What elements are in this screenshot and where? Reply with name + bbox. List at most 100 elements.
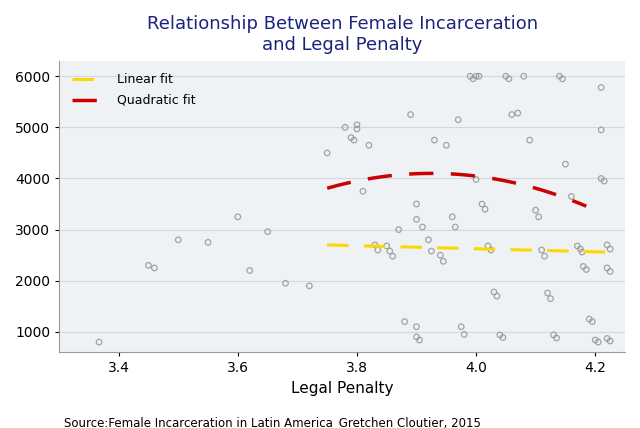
- Point: [577, 249, 588, 256]
- Point: [518, 73, 529, 80]
- Point: [545, 295, 556, 302]
- Quadratic fit: [323, 186, 331, 191]
- Text: Source:Female Incarceration in Latin America_Gretchen Cloutier, 2015: Source:Female Incarceration in Latin Ame…: [64, 416, 481, 428]
- Point: [474, 73, 484, 80]
- Point: [352, 122, 362, 128]
- Point: [143, 262, 154, 269]
- Point: [596, 127, 606, 134]
- Point: [605, 246, 615, 253]
- Point: [149, 265, 159, 271]
- Point: [394, 226, 404, 233]
- Point: [426, 248, 436, 255]
- Point: [543, 290, 553, 297]
- Point: [352, 125, 362, 132]
- Point: [414, 336, 424, 343]
- Point: [429, 137, 440, 143]
- Quadratic fit: [477, 174, 485, 179]
- Point: [203, 239, 213, 246]
- Line: Linear fit: Linear fit: [327, 245, 607, 252]
- Point: [489, 288, 499, 295]
- Quadratic fit: [324, 185, 332, 190]
- Point: [456, 323, 467, 330]
- Point: [602, 335, 612, 342]
- Point: [450, 223, 460, 230]
- Point: [465, 73, 476, 80]
- Line: Quadratic fit: Quadratic fit: [327, 173, 586, 206]
- Point: [552, 335, 562, 342]
- Point: [471, 176, 481, 183]
- Quadratic fit: [479, 174, 486, 179]
- Point: [495, 332, 505, 339]
- Point: [358, 188, 368, 195]
- Point: [486, 247, 496, 253]
- Point: [525, 137, 535, 143]
- Point: [438, 258, 449, 265]
- Legend: Linear fit, Quadratic fit: Linear fit, Quadratic fit: [65, 67, 202, 113]
- Point: [244, 267, 255, 274]
- Point: [513, 110, 523, 116]
- Point: [534, 214, 544, 220]
- Point: [304, 282, 314, 289]
- Point: [531, 207, 541, 214]
- Point: [605, 338, 615, 345]
- Point: [346, 134, 356, 141]
- Point: [596, 84, 606, 91]
- Point: [590, 336, 600, 343]
- Quadratic fit: [582, 204, 590, 209]
- Point: [459, 331, 469, 338]
- Point: [435, 252, 445, 259]
- Title: Relationship Between Female Incarceration
and Legal Penalty: Relationship Between Female Incarceratio…: [147, 15, 538, 54]
- Point: [557, 75, 568, 82]
- Point: [233, 214, 243, 220]
- Point: [492, 293, 502, 300]
- Point: [540, 253, 550, 260]
- Point: [468, 75, 478, 82]
- Quadratic fit: [428, 171, 435, 176]
- Point: [548, 332, 559, 339]
- Point: [388, 253, 398, 260]
- Point: [605, 268, 615, 275]
- Point: [349, 137, 359, 143]
- Point: [596, 175, 606, 182]
- Quadratic fit: [483, 175, 490, 180]
- Point: [498, 334, 508, 341]
- X-axis label: Legal Penalty: Legal Penalty: [291, 381, 394, 396]
- Point: [554, 73, 564, 80]
- Point: [364, 142, 374, 149]
- Point: [593, 339, 604, 345]
- Point: [584, 315, 595, 322]
- Point: [94, 339, 104, 345]
- Point: [483, 243, 493, 250]
- Point: [560, 161, 570, 168]
- Point: [578, 263, 588, 270]
- Point: [566, 193, 577, 200]
- Point: [471, 73, 481, 80]
- Point: [602, 241, 612, 248]
- Point: [322, 149, 332, 156]
- Point: [417, 223, 428, 230]
- Point: [423, 236, 433, 243]
- Point: [412, 333, 422, 340]
- Point: [572, 243, 582, 250]
- Point: [340, 124, 350, 131]
- Point: [507, 111, 517, 118]
- Point: [575, 246, 586, 253]
- Quadratic fit: [543, 189, 550, 194]
- Point: [412, 201, 422, 208]
- Point: [412, 216, 422, 223]
- Point: [173, 236, 184, 243]
- Point: [372, 247, 383, 253]
- Point: [504, 75, 514, 82]
- Linear fit: [604, 250, 611, 255]
- Point: [587, 318, 597, 325]
- Point: [381, 243, 392, 250]
- Point: [480, 206, 490, 213]
- Point: [447, 214, 458, 220]
- Point: [477, 201, 487, 208]
- Point: [385, 248, 395, 255]
- Point: [412, 323, 422, 330]
- Point: [500, 73, 511, 80]
- Point: [280, 280, 291, 287]
- Linear fit: [323, 242, 331, 247]
- Point: [599, 178, 609, 184]
